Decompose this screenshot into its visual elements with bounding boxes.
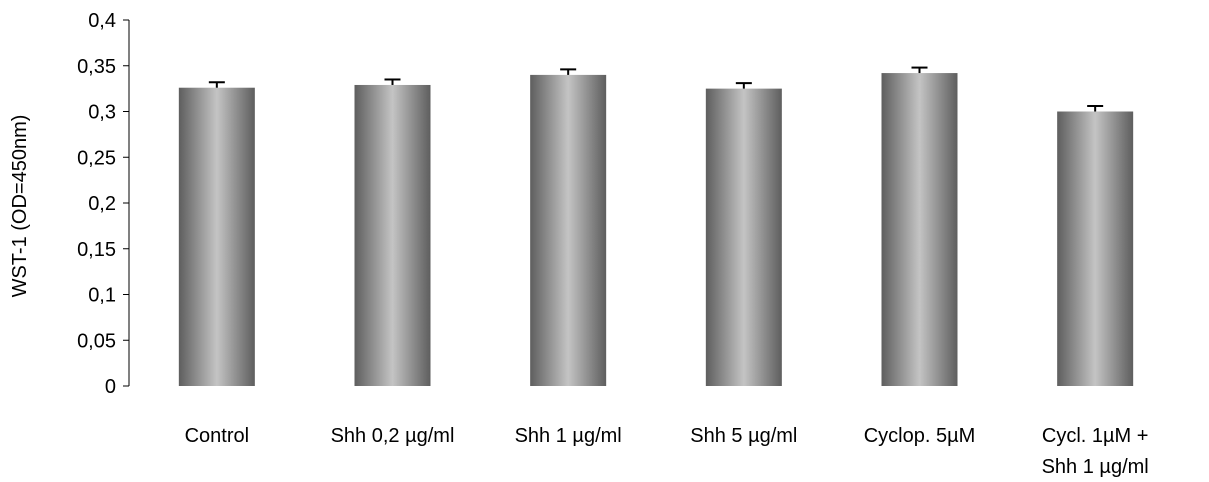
- x-tick-label: Cyclop. 5µM: [864, 425, 976, 447]
- x-tick-label: Cycl. 1µM +: [1042, 425, 1149, 447]
- bar: [1057, 111, 1134, 386]
- y-axis-title: WST-1 (OD=450nm): [9, 115, 31, 298]
- x-tick-label: Shh 5 µg/ml: [690, 425, 797, 447]
- bar: [705, 88, 782, 386]
- y-tick-label: 0,35: [77, 56, 116, 78]
- y-tick-label: 0,1: [88, 285, 116, 307]
- bar: [178, 87, 255, 387]
- x-tick-label: Shh 1 µg/ml: [1042, 456, 1149, 478]
- x-tick-label: Shh 0,2 µg/ml: [331, 425, 455, 447]
- bar: [881, 73, 958, 386]
- y-tick-label: 0,25: [77, 147, 116, 169]
- x-axis: Control Shh 0,2 µg/ml Shh 1 µg/ml Shh 5 µg/…: [185, 425, 1149, 478]
- y-tick-label: 0,4: [88, 10, 116, 32]
- y-tick-label: 0,05: [77, 330, 116, 352]
- y-axis: 0 0,05 0,1 0,15 0,2 0,25 0,3 0,35 0,4: [77, 10, 130, 398]
- y-tick-label: 0,15: [77, 239, 116, 261]
- x-tick-label: Shh 1 µg/ml: [515, 425, 622, 447]
- y-tick-label: 0,2: [88, 193, 116, 215]
- y-tick-label: 0: [105, 376, 116, 398]
- bars: [178, 66, 1134, 387]
- bar: [530, 74, 607, 387]
- x-tick-label: Control: [185, 425, 249, 447]
- bar: [354, 84, 431, 386]
- y-tick-label: 0,3: [88, 102, 116, 124]
